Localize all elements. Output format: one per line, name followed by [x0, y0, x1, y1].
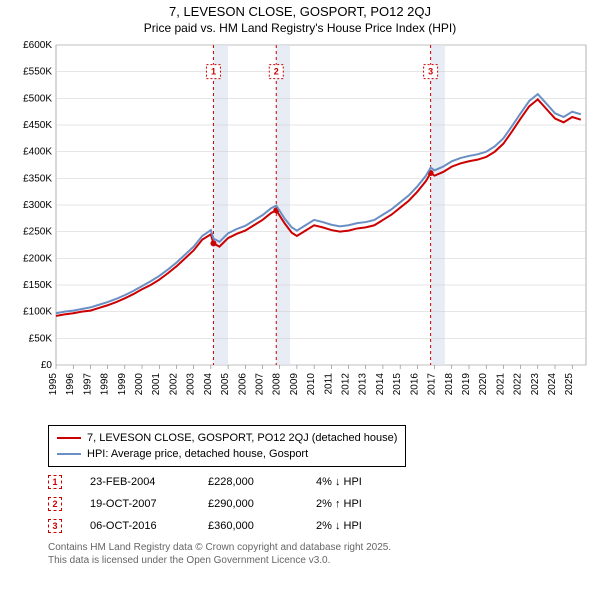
sale-date: 23-FEB-2004: [90, 476, 180, 488]
svg-text:2004: 2004: [203, 373, 214, 396]
sale-marker-icon: 2: [48, 497, 62, 511]
legend: 7, LEVESON CLOSE, GOSPORT, PO12 2QJ (det…: [48, 425, 406, 467]
line-chart-svg: £0 £50K £100K £150K £200K £250K £300K £350K £400…: [8, 39, 592, 419]
svg-text:2009: 2009: [289, 373, 300, 396]
svg-text:£450K: £450K: [23, 120, 52, 131]
svg-text:1996: 1996: [65, 373, 76, 396]
svg-text:1999: 1999: [117, 373, 128, 396]
svg-text:2006: 2006: [237, 373, 248, 396]
footnote-line: Contains HM Land Registry data © Crown c…: [48, 541, 592, 554]
svg-text:2013: 2013: [358, 373, 369, 396]
sales-row: 1 23-FEB-2004 £228,000 4% ↓ HPI: [48, 471, 592, 493]
svg-text:2001: 2001: [151, 373, 162, 396]
svg-text:£300K: £300K: [23, 200, 52, 211]
svg-text:2019: 2019: [461, 373, 472, 396]
sale-date: 19-OCT-2007: [90, 498, 180, 510]
svg-text:1995: 1995: [48, 373, 59, 396]
svg-text:2024: 2024: [547, 373, 558, 396]
sale-delta: 4% ↓ HPI: [316, 476, 396, 488]
sales-table: 1 23-FEB-2004 £228,000 4% ↓ HPI 2 19-OCT-2007…: [48, 471, 592, 537]
svg-text:2002: 2002: [168, 373, 179, 396]
svg-text:2011: 2011: [323, 373, 334, 395]
sale-price: £360,000: [208, 520, 288, 532]
legend-label: HPI: Average price, detached house, Gosp…: [87, 448, 308, 460]
chart-container: 7, LEVESON CLOSE, GOSPORT, PO12 2QJ Pric…: [0, 0, 600, 571]
svg-text:2014: 2014: [375, 373, 386, 396]
svg-text:2018: 2018: [444, 373, 455, 396]
svg-text:2003: 2003: [186, 373, 197, 396]
sale-price: £228,000: [208, 476, 288, 488]
svg-text:£50K: £50K: [29, 333, 53, 344]
svg-text:£100K: £100K: [23, 307, 52, 318]
chart-title: 7, LEVESON CLOSE, GOSPORT, PO12 2QJ: [8, 4, 592, 19]
chart-subtitle: Price paid vs. HM Land Registry's House …: [8, 21, 592, 35]
svg-text:£0: £0: [41, 360, 53, 371]
svg-text:2012: 2012: [341, 373, 352, 396]
svg-text:2020: 2020: [478, 373, 489, 396]
svg-text:2015: 2015: [392, 373, 403, 396]
sale-delta: 2% ↓ HPI: [316, 520, 396, 532]
sale-marker-icon: 1: [48, 475, 62, 489]
svg-text:2025: 2025: [564, 373, 575, 396]
svg-text:2016: 2016: [409, 373, 420, 396]
sale-date: 06-OCT-2016: [90, 520, 180, 532]
svg-text:3: 3: [428, 67, 433, 77]
sales-row: 3 06-OCT-2016 £360,000 2% ↓ HPI: [48, 515, 592, 537]
svg-text:£250K: £250K: [23, 227, 52, 238]
sales-row: 2 19-OCT-2007 £290,000 2% ↑ HPI: [48, 493, 592, 515]
svg-text:£350K: £350K: [23, 173, 52, 184]
footnote-line: This data is licensed under the Open Gov…: [48, 554, 592, 567]
legend-label: 7, LEVESON CLOSE, GOSPORT, PO12 2QJ (det…: [87, 432, 397, 444]
svg-text:£400K: £400K: [23, 147, 52, 158]
svg-text:£600K: £600K: [23, 40, 52, 51]
svg-text:2007: 2007: [254, 373, 265, 396]
svg-text:£500K: £500K: [23, 93, 52, 104]
svg-text:£150K: £150K: [23, 280, 52, 291]
svg-text:2000: 2000: [134, 373, 145, 396]
svg-text:2: 2: [274, 67, 279, 77]
svg-text:1: 1: [211, 67, 216, 77]
svg-text:2010: 2010: [306, 373, 317, 396]
svg-text:2023: 2023: [530, 373, 541, 396]
svg-text:2021: 2021: [495, 373, 506, 396]
svg-text:£200K: £200K: [23, 253, 52, 264]
svg-text:2022: 2022: [513, 373, 524, 396]
legend-swatch: [57, 437, 81, 439]
svg-text:2005: 2005: [220, 373, 231, 396]
sale-price: £290,000: [208, 498, 288, 510]
sale-marker-icon: 3: [48, 519, 62, 533]
legend-row: HPI: Average price, detached house, Gosp…: [57, 446, 397, 462]
svg-text:2017: 2017: [427, 373, 438, 396]
footnote: Contains HM Land Registry data © Crown c…: [48, 541, 592, 567]
chart-plot: £0 £50K £100K £150K £200K £250K £300K £350K £400…: [8, 39, 592, 419]
svg-text:2008: 2008: [272, 373, 283, 396]
legend-swatch: [57, 453, 81, 455]
svg-text:1998: 1998: [100, 373, 111, 396]
svg-text:£550K: £550K: [23, 67, 52, 78]
legend-row: 7, LEVESON CLOSE, GOSPORT, PO12 2QJ (det…: [57, 430, 397, 446]
svg-text:1997: 1997: [82, 373, 93, 396]
sale-delta: 2% ↑ HPI: [316, 498, 396, 510]
